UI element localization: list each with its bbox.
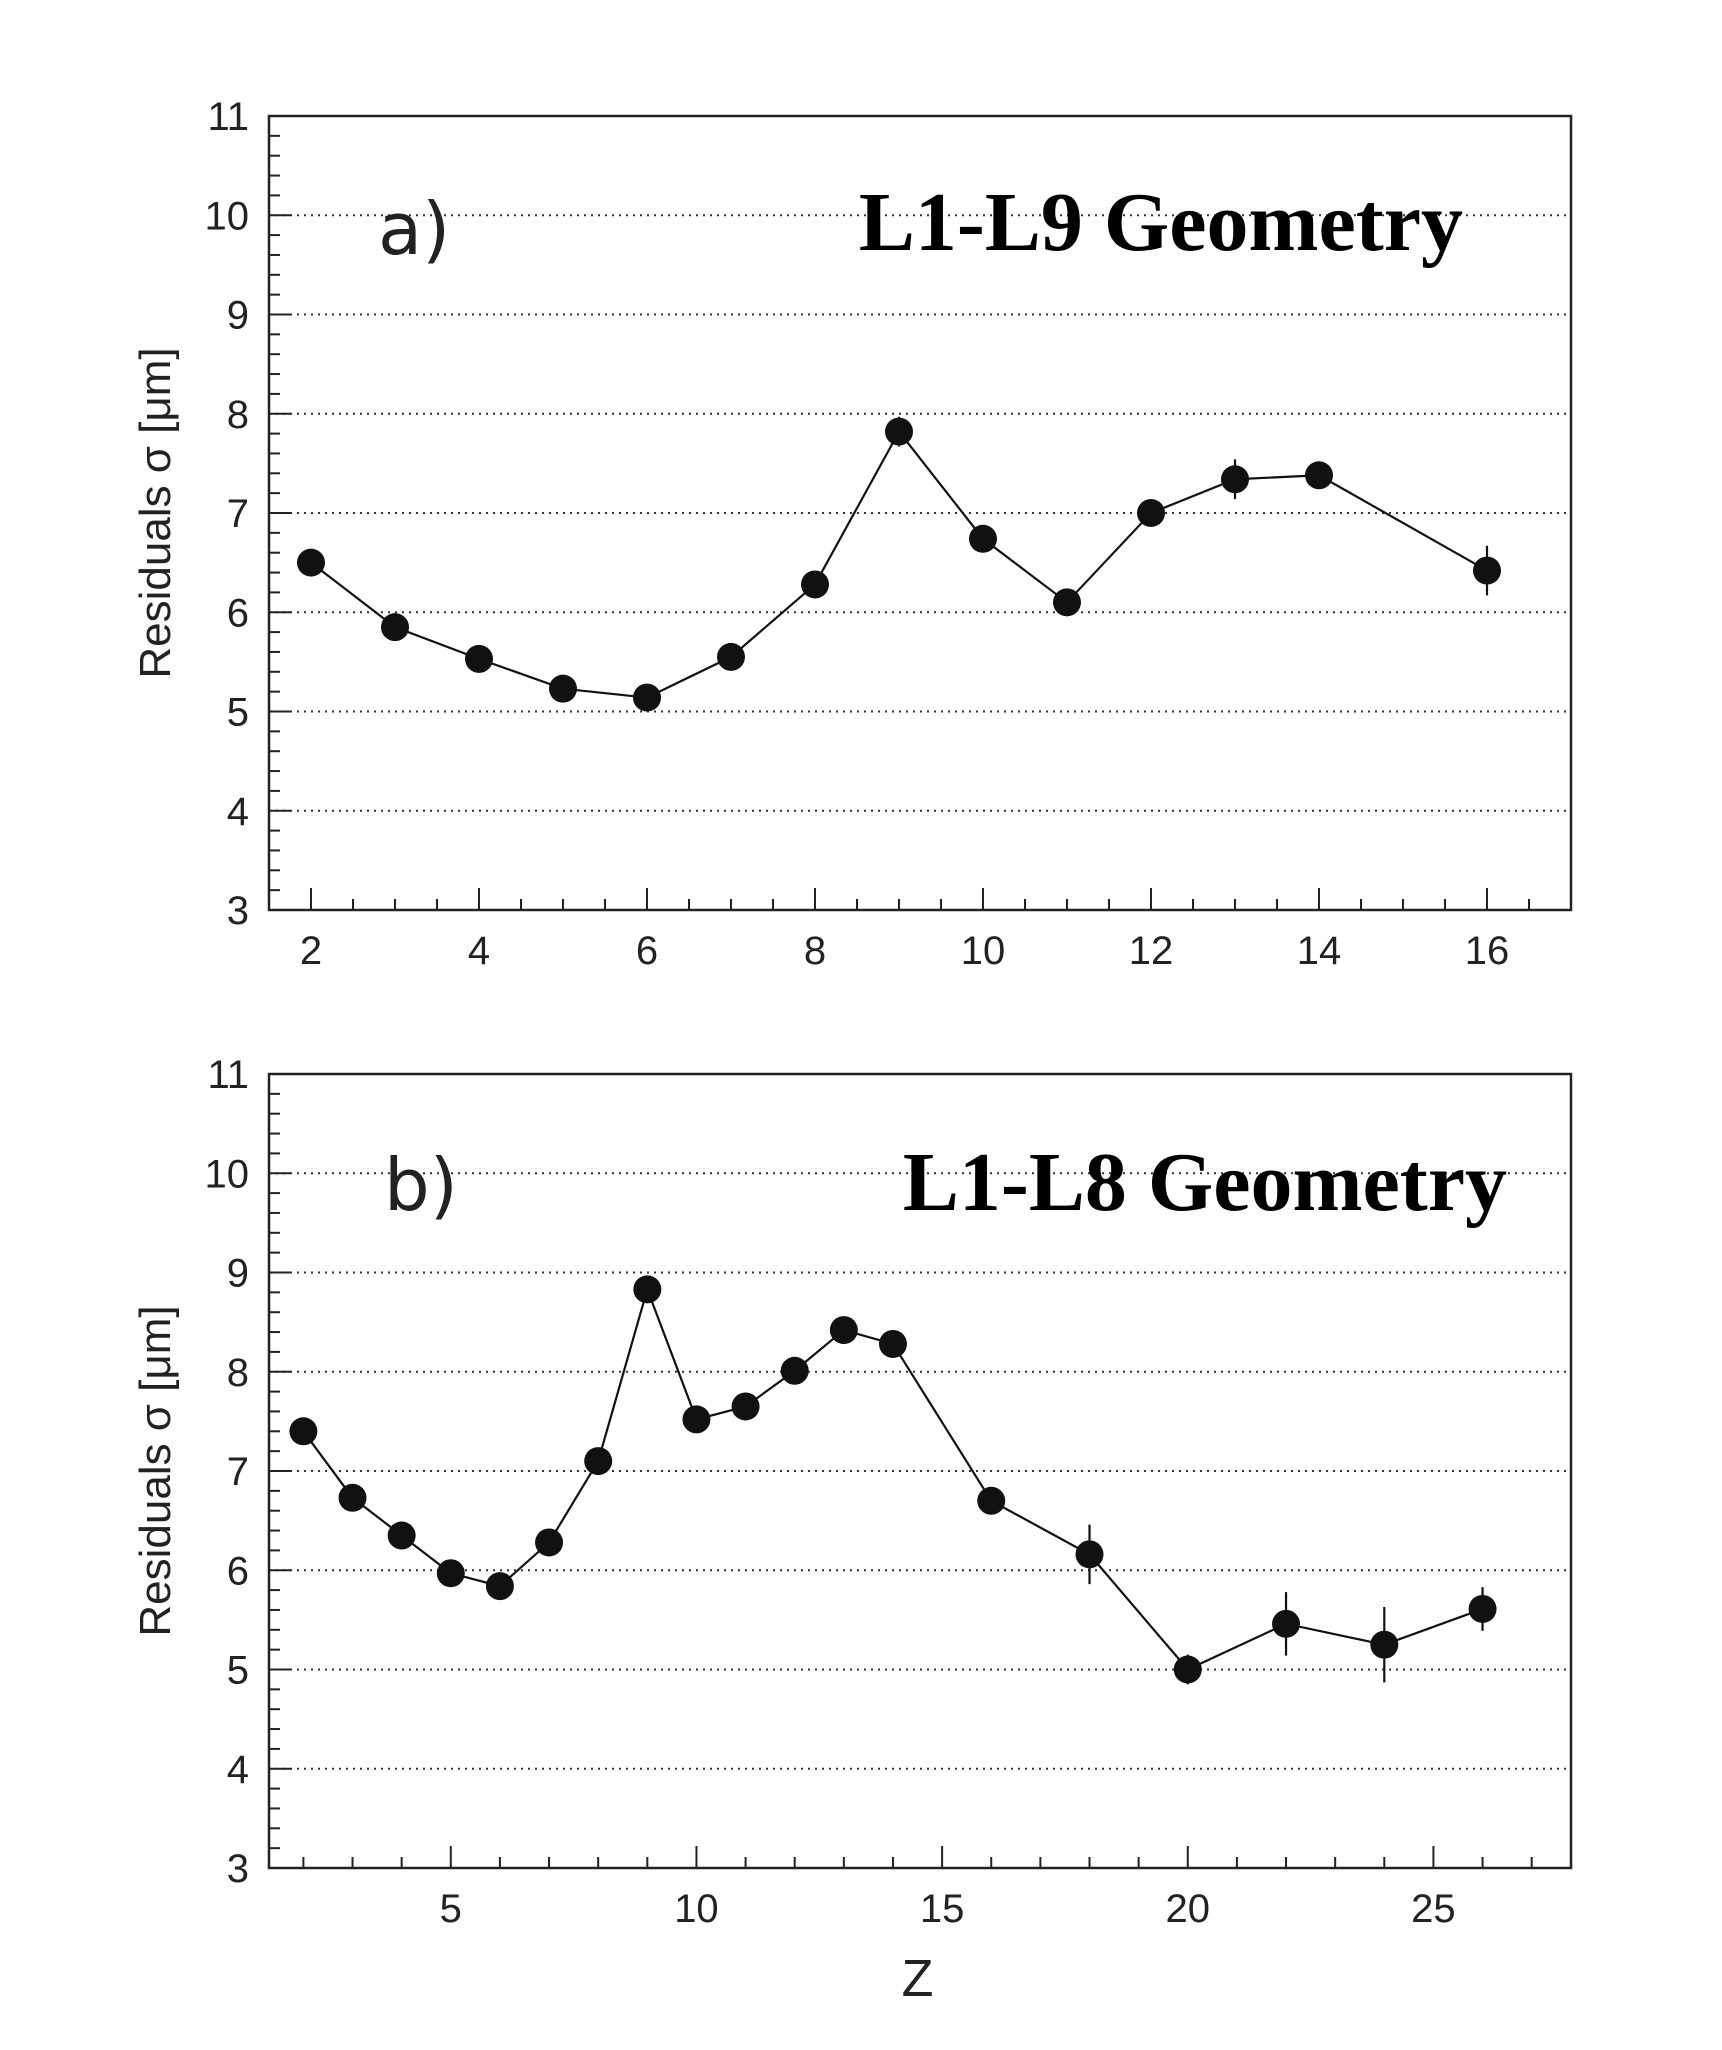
panel-b-data-point xyxy=(1075,1540,1104,1569)
panel-a-data-point xyxy=(801,570,829,599)
panel-a-data-point xyxy=(1473,556,1501,585)
panel-a-y-tick-label: 10 xyxy=(205,194,250,238)
panel-a-data-point xyxy=(465,644,493,673)
panel-b-data-point xyxy=(1173,1655,1202,1684)
panel-a-data-point xyxy=(885,417,913,446)
panel-b-data-point xyxy=(485,1572,514,1601)
panel-a-y-tick-label: 7 xyxy=(227,492,249,536)
panel-b-x-tick-label: 25 xyxy=(1411,1887,1456,1931)
panel-b-y-tick-label: 10 xyxy=(205,1152,250,1196)
panel-a-x-tick-label: 6 xyxy=(636,929,658,973)
panel-a-data-point xyxy=(549,674,577,703)
panel-b-x-tick-label: 20 xyxy=(1166,1887,1211,1931)
panel-a-y-tick-label: 11 xyxy=(207,95,249,139)
panel-b-title: L1-L8 Geometry xyxy=(903,1136,1507,1229)
panel-a-y-axis-title: Residuals σ [μm] xyxy=(131,347,180,678)
panel-b-x-tick-label: 15 xyxy=(920,1887,965,1931)
panel-a-y-tick-label: 5 xyxy=(227,691,249,735)
panel-a-data-point xyxy=(1137,499,1165,527)
panel-b-data-point xyxy=(338,1483,367,1512)
panel-b-y-tick-label: 9 xyxy=(227,1252,249,1296)
panel-b-y-tick-label: 3 xyxy=(227,1847,249,1891)
panel-a-data-point xyxy=(297,548,325,577)
panel-b-data-point xyxy=(682,1405,711,1434)
panel-b-chart: 3 4 5 6 7 8 9 10 11 5 10 15 20 25 Residuals σ [μm] Zb) L… xyxy=(131,1053,1573,2008)
panel-a-chart: 3 4 5 6 7 8 9 10 11 2 4 6 8 10 12 14 16 Residuals σ [μm] a… xyxy=(131,95,1573,973)
panel-b-x-tick-label: 10 xyxy=(674,1887,719,1931)
panel-b-data-point xyxy=(436,1559,465,1588)
panel-b-y-tick-label: 11 xyxy=(207,1053,249,1097)
panel-a-data-point xyxy=(1221,465,1249,494)
panel-a-x-tick-label: 12 xyxy=(1129,929,1174,973)
panel-a-data-point xyxy=(969,524,997,553)
panel-b-data-point xyxy=(977,1486,1006,1515)
panel-b-y-tick-label: 4 xyxy=(227,1748,249,1792)
panel-b-data-point xyxy=(584,1447,613,1476)
panel-b-x-tick-label: 5 xyxy=(440,1887,462,1931)
panel-a-data-point xyxy=(633,683,661,712)
panel-b-y-tick-label: 5 xyxy=(227,1649,249,1693)
panel-b-data-point xyxy=(780,1356,809,1385)
panel-b-y-axis-title: Residuals σ [μm] xyxy=(131,1305,180,1636)
panel-b-y-tick-label: 6 xyxy=(227,1549,249,1593)
panel-a-series-line xyxy=(310,429,1488,699)
panel-a-x-tick-label: 8 xyxy=(804,929,826,973)
panel-b-y-tick-label: 8 xyxy=(227,1351,249,1395)
panel-a-x-tick-label: 4 xyxy=(468,929,490,973)
panel-b-x-axis-title: Z xyxy=(902,1950,934,2008)
panel-b-data-point xyxy=(387,1521,416,1550)
panel-b-data-point xyxy=(1468,1594,1497,1623)
panel-a-data-point xyxy=(1305,461,1333,490)
panel-b-data-point xyxy=(535,1528,564,1557)
panel-a-data-point xyxy=(717,642,745,671)
panel-b-data-point xyxy=(829,1316,858,1345)
panel-a-x-tick-label: 10 xyxy=(961,929,1006,973)
panel-b-data-point xyxy=(289,1417,318,1446)
panel-a-y-tick-label: 8 xyxy=(227,393,249,437)
panel-a-panel-label: a) xyxy=(378,187,450,271)
panel-a-data-point xyxy=(1053,588,1081,617)
panel-a-y-tick-label: 4 xyxy=(227,790,249,834)
panel-b-data-point xyxy=(878,1329,907,1358)
panel-a-x-tick-label: 16 xyxy=(1465,929,1510,973)
panel-a-x-tick-label: 2 xyxy=(300,929,322,973)
panel-a-title: L1-L9 Geometry xyxy=(859,176,1463,269)
panel-b-data-point xyxy=(633,1275,662,1304)
panel-a-y-tick-label: 9 xyxy=(227,294,249,338)
panel-b-y-tick-label: 7 xyxy=(227,1450,249,1494)
panel-b-data-point xyxy=(1370,1630,1399,1659)
panel-a-x-tick-label: 14 xyxy=(1297,929,1342,973)
panel-a-data-point xyxy=(381,613,409,642)
panel-a-y-tick-label: 6 xyxy=(227,591,249,635)
panel-a-y-tick-label: 3 xyxy=(227,889,249,933)
panel-b-data-point xyxy=(731,1392,760,1421)
panel-b-panel-label: b) xyxy=(384,1143,458,1227)
panel-b-data-point xyxy=(1272,1609,1301,1638)
